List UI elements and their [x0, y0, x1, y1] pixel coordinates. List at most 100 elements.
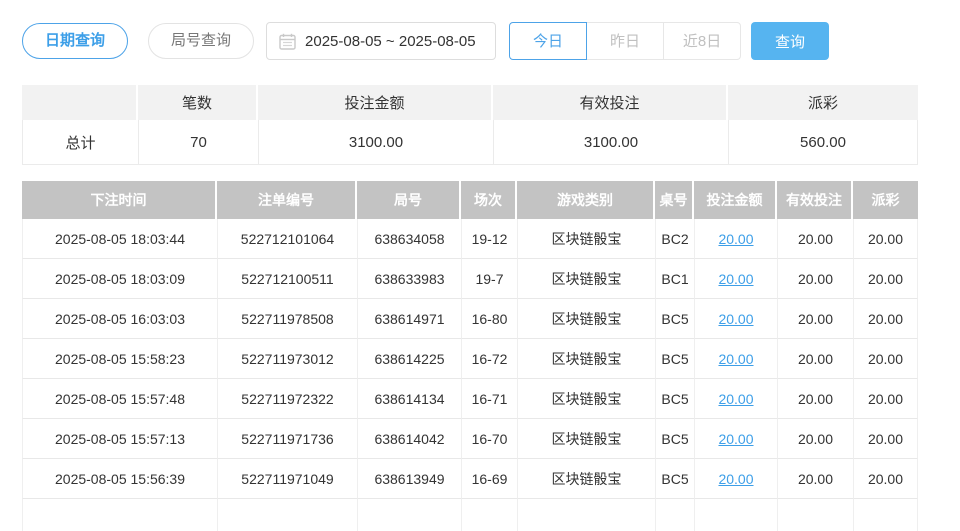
cell-table-no: BC5: [655, 459, 694, 499]
summary-total-payout: 560.00: [728, 120, 918, 165]
cell-bet-amount: 20.00: [694, 259, 777, 299]
cell-bet-time: 2025-08-05 16:03:03: [22, 299, 217, 339]
query-toolbar: 日期查询 局号查询 2025-08-05 ~ 2025-08-05 今日 昨日 …: [22, 22, 960, 60]
quick-btn-last8days[interactable]: 近8日: [663, 22, 742, 60]
cell-order-no: 522712101064: [217, 219, 357, 259]
table-row: 2025-08-05 18:03:44 522712101064 638634058…: [22, 219, 918, 259]
bet-table-body: 2025-08-05 18:03:44 522712101064 638634058…: [22, 219, 918, 531]
cell-session: 16-70: [461, 419, 517, 459]
cell-round-no: 638614042: [357, 419, 461, 459]
cell-bet-amount: 20.00: [694, 379, 777, 419]
col-header-session: 场次: [461, 181, 517, 219]
cell-empty: [694, 499, 777, 531]
bet-amount-link[interactable]: 20.00: [718, 310, 754, 327]
cell-bet-time: 2025-08-05 15:57:48: [22, 379, 217, 419]
bet-amount-link[interactable]: 20.00: [718, 390, 754, 407]
cell-game-type: 区块链骰宝: [517, 459, 655, 499]
cell-session: 16-71: [461, 379, 517, 419]
date-range-input[interactable]: 2025-08-05 ~ 2025-08-05: [266, 22, 497, 60]
cell-session: 16-80: [461, 299, 517, 339]
cell-payout: 20.00: [853, 259, 918, 299]
col-header-table-no: 桌号: [655, 181, 694, 219]
summary-table: 笔数 投注金额 有效投注 派彩 总计 70 3100.00 3100.00 56…: [22, 85, 918, 165]
cell-session: 16-72: [461, 339, 517, 379]
summary-header-empty: [22, 85, 138, 120]
summary-total-bet-amount: 3100.00: [258, 120, 493, 165]
bet-records-table: 下注时间 注单编号 局号 场次 游戏类别 桌号 投注金额 有效投注 派彩 2025-08-05 …: [22, 181, 918, 531]
summary-header-valid-bet: 有效投注: [493, 85, 728, 120]
cell-session: 16-69: [461, 459, 517, 499]
tab-date-query[interactable]: 日期查询: [22, 23, 129, 59]
col-header-valid-bet: 有效投注: [777, 181, 853, 219]
quick-btn-today[interactable]: 今日: [509, 22, 588, 60]
table-row: 2025-08-05 15:57:48 522711972322 638614134…: [22, 379, 918, 419]
bet-amount-link[interactable]: 20.00: [718, 470, 754, 487]
cell-bet-time: 2025-08-05 18:03:09: [22, 259, 217, 299]
table-row: 2025-08-05 16:03:03 522711978508 638614971…: [22, 299, 918, 339]
cell-valid-bet: 20.00: [777, 459, 853, 499]
cell-payout: 20.00: [853, 339, 918, 379]
cell-payout: 20.00: [853, 459, 918, 499]
cell-bet-amount: 20.00: [694, 219, 777, 259]
summary-header-payout: 派彩: [728, 85, 918, 120]
summary-header-count: 笔数: [138, 85, 258, 120]
calendar-icon: [279, 33, 296, 50]
tab-round-query[interactable]: 局号查询: [148, 23, 255, 59]
col-header-bet-time: 下注时间: [22, 181, 217, 219]
col-header-round-no: 局号: [357, 181, 461, 219]
cell-payout: 20.00: [853, 419, 918, 459]
cell-valid-bet: 20.00: [777, 219, 853, 259]
cell-empty: [853, 499, 918, 531]
cell-empty: [777, 499, 853, 531]
cell-valid-bet: 20.00: [777, 259, 853, 299]
summary-header-bet-amount: 投注金额: [258, 85, 493, 120]
quick-btn-yesterday[interactable]: 昨日: [586, 22, 665, 60]
cell-valid-bet: 20.00: [777, 379, 853, 419]
cell-order-no: 522711971049: [217, 459, 357, 499]
cell-game-type: 区块链骰宝: [517, 259, 655, 299]
cell-order-no: 522711972322: [217, 379, 357, 419]
cell-round-no: 638633983: [357, 259, 461, 299]
cell-table-no: BC5: [655, 299, 694, 339]
table-row: 2025-08-05 15:56:39 522711971049 638613949…: [22, 459, 918, 499]
cell-table-no: BC5: [655, 379, 694, 419]
bet-amount-link[interactable]: 20.00: [718, 350, 754, 367]
table-row: 2025-08-05 18:03:09 522712100511 638633983…: [22, 259, 918, 299]
cell-valid-bet: 20.00: [777, 419, 853, 459]
cell-game-type: 区块链骰宝: [517, 419, 655, 459]
cell-table-no: BC5: [655, 339, 694, 379]
cell-table-no: BC2: [655, 219, 694, 259]
bet-amount-link[interactable]: 20.00: [718, 230, 754, 247]
cell-empty: [517, 499, 655, 531]
cell-bet-amount: 20.00: [694, 419, 777, 459]
cell-empty: [22, 499, 217, 531]
table-row: 2025-08-05 15:58:23 522711973012 638614225…: [22, 339, 918, 379]
cell-bet-time: 2025-08-05 15:56:39: [22, 459, 217, 499]
summary-total-label: 总计: [22, 120, 138, 165]
cell-order-no: 522711971736: [217, 419, 357, 459]
cell-round-no: 638614971: [357, 299, 461, 339]
cell-bet-amount: 20.00: [694, 299, 777, 339]
table-row-partial: [22, 499, 918, 531]
summary-total-valid-bet: 3100.00: [493, 120, 728, 165]
cell-empty: [217, 499, 357, 531]
cell-bet-amount: 20.00: [694, 339, 777, 379]
cell-session: 19-7: [461, 259, 517, 299]
cell-valid-bet: 20.00: [777, 339, 853, 379]
cell-bet-time: 2025-08-05 18:03:44: [22, 219, 217, 259]
summary-header-row: 笔数 投注金额 有效投注 派彩: [22, 85, 918, 120]
table-row: 2025-08-05 15:57:13 522711971736 638614042…: [22, 419, 918, 459]
cell-table-no: BC5: [655, 419, 694, 459]
search-button[interactable]: 查询: [751, 22, 830, 60]
bet-amount-link[interactable]: 20.00: [718, 430, 754, 447]
date-range-value: 2025-08-05 ~ 2025-08-05: [305, 32, 476, 50]
cell-empty: [655, 499, 694, 531]
cell-round-no: 638614134: [357, 379, 461, 419]
col-header-payout: 派彩: [853, 181, 918, 219]
bet-table-header-row: 下注时间 注单编号 局号 场次 游戏类别 桌号 投注金额 有效投注 派彩: [22, 181, 918, 219]
cell-round-no: 638634058: [357, 219, 461, 259]
bet-amount-link[interactable]: 20.00: [718, 270, 754, 287]
cell-table-no: BC1: [655, 259, 694, 299]
cell-payout: 20.00: [853, 379, 918, 419]
cell-round-no: 638613949: [357, 459, 461, 499]
